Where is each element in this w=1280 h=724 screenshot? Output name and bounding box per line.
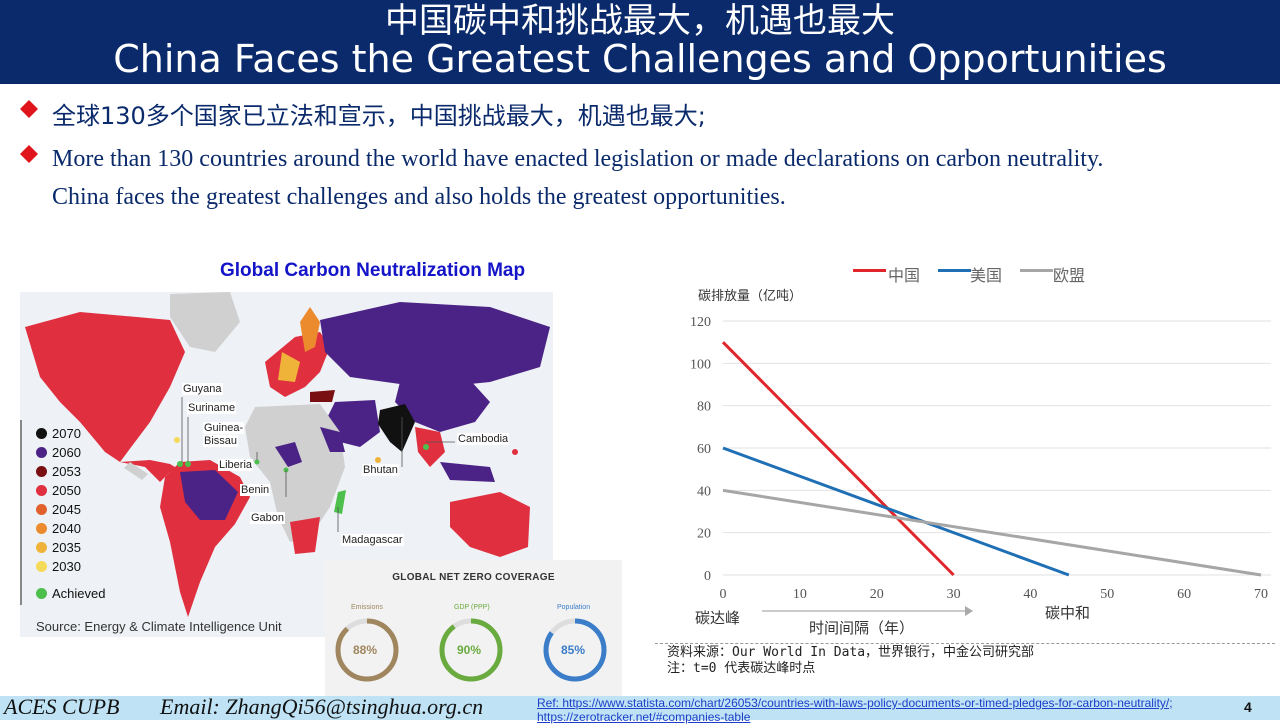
series-line-1: [722, 446, 1070, 577]
emissions-line-chart: 0 20 40 60 80 100 120 0 10 20 30 40 50 60 70: [690, 315, 1271, 602]
y-tick-label: 80: [697, 400, 711, 415]
legend-swatch-eu: [1020, 269, 1053, 272]
coverage-label-gdp: GDP (PPP): [454, 604, 490, 611]
legend-item: 2030: [36, 559, 81, 574]
map-label-madagascar: Madagascar: [341, 534, 404, 546]
map-source: Source: Energy & Climate Intelligence Un…: [36, 619, 282, 634]
bullet-text-cn: 全球130多个国家已立法和宣示，中国挑战最大，机遇也最大;: [52, 102, 706, 130]
map-label-guinea-bissau-1: Guinea-: [203, 422, 245, 434]
x-tick-label: 10: [793, 587, 807, 602]
legend-item: 2070: [36, 426, 81, 441]
chart-source: 资料来源：Our World In Data，世界银行，中金公司研究部 注：t=…: [667, 645, 1034, 677]
legend-item: 2050: [36, 483, 81, 498]
coverage-label-emissions: Emissions: [351, 604, 383, 611]
x-tick-label: 40: [1023, 587, 1037, 602]
chart-source-line2: 注：t=0 代表碳达峰时点: [667, 661, 816, 676]
bullet-en-line2: China faces the greatest challenges and …: [52, 184, 786, 210]
coverage-rings: [335, 618, 607, 682]
map-label-cambodia: Cambodia: [457, 433, 510, 445]
y-tick-label: 120: [690, 315, 711, 330]
map-label-bhutan: Bhutan: [362, 464, 399, 476]
bullet-diamond-icon: [20, 145, 38, 163]
footer-org: ACES CUPB: [4, 694, 120, 719]
map-label-benin: Benin: [240, 484, 271, 496]
legend-label-china: 中国: [888, 266, 921, 285]
x-tick-label: 0: [720, 587, 727, 602]
y-tick-label: 40: [697, 484, 711, 499]
legend-item: Achieved: [36, 586, 105, 601]
net-zero-coverage-panel: GLOBAL NET ZERO COVERAGE Emissions GDP (…: [325, 560, 622, 705]
chart-source-line1: 资料来源：Our World In Data，世界银行，中金公司研究部: [667, 645, 1035, 660]
x-tick-label: 20: [870, 587, 884, 602]
divider: [655, 643, 1275, 644]
footer-email: Email: ZhangQi56@tsinghua.org.cn: [160, 694, 484, 719]
legend-label-usa: 美国: [970, 266, 1003, 285]
title-cn: 中国碳中和挑战最大，机遇也最大: [385, 1, 895, 41]
map-label-liberia: Liberia: [218, 459, 254, 471]
bullet-en-line1: More than 130 countries around the world…: [52, 146, 1104, 172]
ref-link-statista[interactable]: Ref: https://www.statista.com/chart/2605…: [537, 696, 1173, 710]
bullet-diamond-icon: [20, 100, 38, 118]
legend-swatch-usa: [938, 269, 971, 272]
legend-item: 2035: [36, 540, 81, 555]
coverage-ring-2: [543, 618, 607, 682]
coverage-title: GLOBAL NET ZERO COVERAGE: [392, 572, 555, 583]
series-line-0: [721, 341, 955, 577]
coverage-value-population: 85%: [561, 643, 586, 657]
y-tick-label: 0: [704, 569, 711, 584]
x-tick-label: 30: [947, 587, 961, 602]
x-end-label: 碳中和: [1045, 604, 1091, 622]
slide-header: 中国碳中和挑战最大，机遇也最大 China Faces the Greatest…: [0, 0, 1280, 84]
map-title: Global Carbon Neutralization Map: [220, 260, 526, 281]
x-axis-label: 时间间隔（年）: [809, 619, 915, 637]
x-tick-label: 50: [1100, 587, 1114, 602]
legend-item: 2040: [36, 521, 81, 536]
coverage-ring-1: [439, 618, 503, 682]
y-tick-label: 100: [690, 357, 711, 372]
legend-bracket: [20, 420, 22, 605]
coverage-value-emissions: 88%: [353, 643, 378, 657]
x-start-label: 碳达峰: [695, 609, 741, 627]
coverage-value-gdp: 90%: [457, 643, 482, 657]
page-number: 4: [1244, 699, 1252, 715]
y-tick-label: 20: [697, 527, 711, 542]
legend-item: 2053: [36, 464, 81, 479]
map-label-gabon: Gabon: [250, 512, 286, 524]
legend-item: 2045: [36, 502, 81, 517]
x-tick-label: 60: [1177, 587, 1191, 602]
legend-label-eu: 欧盟: [1053, 266, 1086, 285]
bullet-text-en: More than 130 countries around the world…: [52, 140, 1272, 216]
world-map: [20, 292, 553, 637]
legend-item: 2060: [36, 445, 81, 460]
y-tick-label: 60: [697, 442, 711, 457]
map-label-guinea-bissau-2: Bissau: [203, 435, 239, 447]
time-arrow-icon: [762, 606, 973, 616]
title-en: China Faces the Greatest Challenges and …: [113, 37, 1167, 81]
ref-link-zerotracker[interactable]: https://zerotracker.net/#companies-table: [537, 710, 751, 724]
coverage-ring-0: [335, 618, 399, 682]
x-tick-label: 70: [1254, 587, 1268, 602]
footer-bar: ACES CUPB Email: ZhangQi56@tsinghua.org.…: [0, 694, 1280, 724]
map-label-suriname: Suriname: [187, 402, 237, 414]
coverage-label-population: Population: [557, 604, 591, 611]
chart-y-label: 碳排放量（亿吨）: [698, 289, 803, 304]
map-label-guyana: Guyana: [182, 383, 223, 395]
legend-swatch-china: [853, 269, 886, 272]
series-line-2: [722, 488, 1262, 577]
